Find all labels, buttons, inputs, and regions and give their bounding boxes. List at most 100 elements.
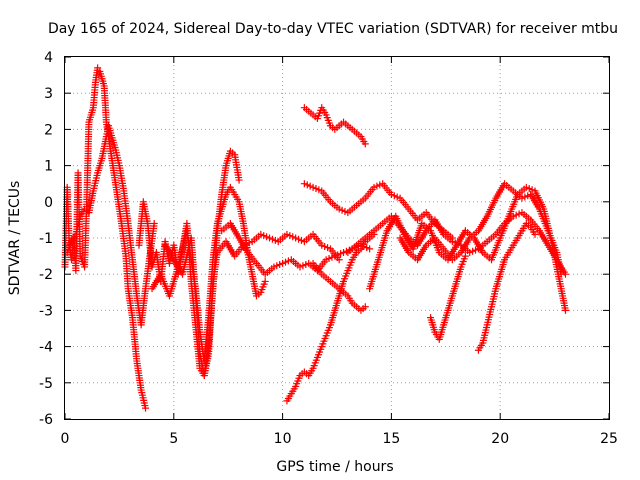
marker-trail <box>232 243 246 258</box>
marker-trail <box>295 235 305 244</box>
marker-trail <box>476 214 490 233</box>
data-point <box>261 277 269 285</box>
marker-trail <box>162 243 177 262</box>
y-tick-label: -4 <box>39 340 53 356</box>
marker-trail <box>537 229 551 247</box>
marker-trail <box>205 280 217 355</box>
marker-trail <box>209 251 221 283</box>
series-track-10 <box>309 259 369 314</box>
marker-trail <box>254 262 267 276</box>
marker-trail <box>484 196 499 218</box>
marker-trail <box>223 150 234 167</box>
marker-trail <box>471 236 486 254</box>
marker-trail <box>545 229 560 254</box>
marker-trail <box>142 255 154 290</box>
marker-trail <box>293 374 303 388</box>
marker-trail <box>519 222 529 232</box>
marker-trail <box>246 251 259 265</box>
marker-trail <box>511 189 524 200</box>
marker-trail <box>380 182 394 196</box>
y-tick-label: -3 <box>39 303 53 319</box>
y-axis-label: SDTVAR / TECUs <box>7 181 23 296</box>
marker-trail <box>488 287 499 308</box>
x-tick-label: 25 <box>600 431 618 447</box>
marker-trail <box>312 185 323 194</box>
marker-trail <box>103 124 112 138</box>
marker-trail <box>236 200 247 225</box>
series-track-15 <box>474 220 539 354</box>
marker-trail <box>532 189 547 211</box>
marker-trail <box>445 294 456 312</box>
chart-title: Day 165 of 2024, Sidereal Day-to-day VTE… <box>48 21 618 37</box>
marker-trail <box>536 207 551 232</box>
marker-trail <box>289 385 298 395</box>
marker-trail <box>410 222 425 251</box>
marker-trail <box>83 121 93 203</box>
marker-trail <box>311 233 324 247</box>
marker-trail <box>416 210 428 222</box>
marker-trail <box>133 359 145 392</box>
marker-trail <box>129 258 141 298</box>
marker-trail <box>420 221 432 233</box>
marker-trail <box>449 280 460 298</box>
marker-trail <box>64 240 74 254</box>
marker-trail <box>358 240 368 250</box>
marker-trail <box>390 192 401 201</box>
marker-trail <box>303 232 315 244</box>
data-point <box>557 270 565 278</box>
marker-trail <box>289 258 302 269</box>
marker-trail <box>137 287 149 326</box>
marker-trail <box>120 189 132 225</box>
marker-trail <box>433 236 446 251</box>
marker-trail <box>458 236 472 254</box>
series-track-2 <box>63 122 158 329</box>
marker-trail <box>479 323 491 344</box>
marker-trail <box>373 181 384 190</box>
marker-trail <box>286 232 297 241</box>
marker-trail <box>231 153 243 182</box>
marker-trail <box>363 185 376 200</box>
series-track-3 <box>135 147 243 380</box>
x-tick-label: 15 <box>382 431 400 447</box>
marker-trail <box>187 236 199 298</box>
marker-trail <box>484 305 495 326</box>
marker-trail <box>528 226 538 236</box>
marker-trail <box>319 106 329 117</box>
marker-trail <box>325 253 336 263</box>
marker-trail <box>355 196 367 208</box>
marker-trail <box>488 236 503 261</box>
marker-trail <box>311 262 324 276</box>
marker-trail <box>427 316 438 334</box>
marker-trail <box>521 192 532 201</box>
data-point <box>335 256 343 264</box>
marker-trail <box>90 171 101 192</box>
marker-trail <box>98 135 110 160</box>
series-track-13 <box>396 180 565 278</box>
marker-trail <box>528 218 542 233</box>
series-track-6 <box>218 220 374 278</box>
data-point <box>361 303 369 311</box>
marker-trail <box>528 193 542 211</box>
marker-trail <box>345 294 355 305</box>
marker-trail <box>124 287 136 319</box>
marker-trail <box>512 210 523 219</box>
series-track-5 <box>161 230 343 380</box>
marker-trail <box>315 258 328 272</box>
marker-trail <box>90 81 99 109</box>
marker-trail <box>77 255 87 268</box>
marker-trail <box>341 269 351 283</box>
marker-trail <box>319 334 329 348</box>
marker-trail <box>69 233 78 243</box>
marker-trail <box>453 265 464 283</box>
marker-trail <box>506 193 521 218</box>
marker-trail <box>138 389 149 410</box>
marker-trail <box>415 243 429 262</box>
marker-trail <box>63 186 73 247</box>
marker-trail <box>511 236 520 247</box>
marker-trail <box>485 232 498 244</box>
y-tick-label: 1 <box>44 159 53 175</box>
marker-trail <box>332 294 342 312</box>
marker-trail <box>520 210 532 222</box>
marker-trail <box>451 250 463 262</box>
marker-trail <box>458 255 468 268</box>
